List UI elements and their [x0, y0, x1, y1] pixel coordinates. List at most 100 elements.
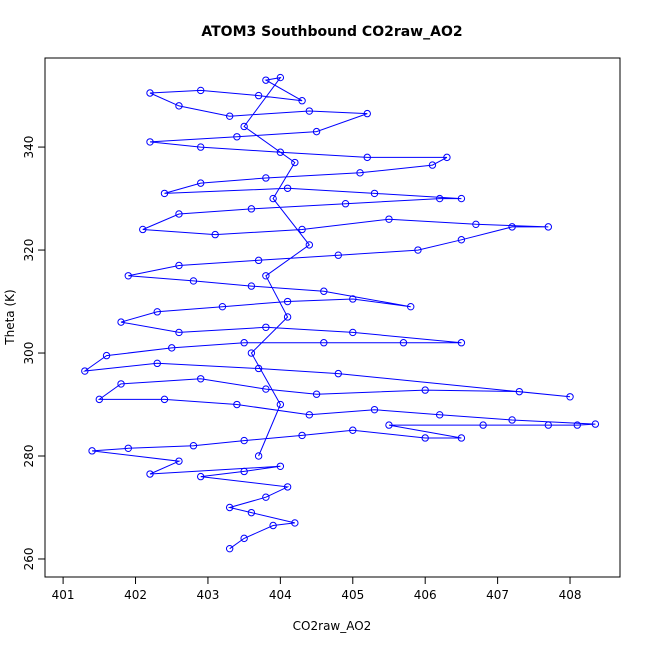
data-point: [95, 395, 104, 404]
data-point: [385, 421, 393, 429]
data-point: [225, 112, 234, 120]
data-point: [341, 200, 350, 208]
data-point: [153, 359, 161, 368]
data-point: [211, 230, 219, 239]
data-point: [196, 179, 205, 187]
data-point: [421, 386, 429, 394]
data-point: [254, 256, 263, 265]
data-point: [370, 189, 379, 198]
data-point: [320, 339, 328, 347]
data-point: [225, 503, 234, 512]
data-point: [312, 390, 321, 398]
data-point: [544, 421, 553, 429]
data-point: [168, 344, 176, 352]
data-point: [262, 174, 270, 182]
data-point: [479, 421, 487, 429]
data-point: [189, 442, 198, 450]
x-tick-label: 407: [486, 588, 509, 602]
data-point: [175, 457, 183, 465]
x-tick-label: 405: [341, 588, 364, 602]
data-point: [254, 452, 263, 460]
data-point: [363, 153, 371, 162]
data-point: [544, 223, 553, 231]
y-tick-label: 340: [22, 136, 36, 159]
data-point: [175, 261, 183, 270]
data-point: [139, 225, 147, 234]
data-point: [276, 73, 285, 82]
data-point: [363, 109, 371, 118]
x-axis-label: CO2raw_AO2: [293, 619, 372, 633]
x-tick-label: 402: [124, 588, 147, 602]
y-axis-label: Theta (K): [3, 289, 17, 345]
x-tick-label: 403: [196, 588, 219, 602]
x-tick-label: 408: [559, 588, 582, 602]
data-point: [189, 277, 198, 285]
data-point: [349, 426, 357, 434]
data-point: [102, 351, 111, 360]
data-point: [428, 161, 437, 169]
data-point: [124, 444, 132, 452]
x-tick-label: 404: [269, 588, 292, 602]
data-point: [160, 189, 169, 198]
y-tick-label: 260: [22, 548, 36, 571]
data-point: [407, 302, 415, 311]
data-point: [262, 493, 270, 501]
data-point: [298, 225, 306, 234]
data-point: [262, 76, 270, 84]
data-point: [515, 387, 524, 396]
data-point: [276, 400, 285, 409]
data-point: [269, 194, 277, 203]
chart-title: ATOM3 Southbound CO2raw_AO2: [201, 24, 462, 40]
data-point: [370, 405, 379, 414]
data-point: [334, 251, 342, 259]
data-point: [312, 127, 321, 136]
data-point: [356, 169, 364, 177]
series-line: [82, 76, 596, 550]
data-point: [399, 339, 408, 347]
data-point: [254, 364, 263, 373]
data-point: [233, 400, 241, 409]
data-point: [240, 122, 248, 131]
data-point: [124, 272, 132, 280]
data-point: [334, 369, 342, 378]
data-point: [196, 86, 205, 95]
data-point: [175, 328, 183, 337]
data-point: [196, 472, 205, 481]
data-point: [175, 210, 183, 218]
data-point: [298, 431, 306, 440]
data-point: [160, 395, 169, 404]
data-point: [196, 143, 205, 151]
data-point: [320, 287, 328, 295]
y-tick-label: 300: [22, 342, 36, 365]
data-point: [240, 467, 248, 476]
data-point: [240, 339, 248, 347]
data-point: [196, 375, 205, 383]
data-point: [218, 302, 227, 311]
data-point: [233, 133, 241, 141]
data-point: [117, 318, 125, 326]
data-point: [457, 236, 466, 244]
data-point: [508, 223, 516, 231]
data-point: [247, 508, 256, 517]
data-point: [88, 447, 96, 455]
data-point: [457, 339, 466, 347]
data-point: [146, 470, 154, 478]
data-point: [247, 282, 256, 290]
data-point: [305, 107, 314, 115]
data-point: [262, 323, 270, 331]
data-point: [240, 534, 248, 543]
data-point: [349, 295, 357, 303]
data-point: [175, 102, 183, 110]
data-point: [291, 519, 299, 527]
data-point: [81, 367, 89, 375]
data-point: [153, 308, 161, 316]
data-point: [276, 148, 285, 156]
data-point: [240, 436, 248, 445]
data-point: [385, 215, 393, 223]
plot-frame: [44, 57, 621, 578]
data-point: [435, 411, 444, 419]
data-point: [283, 313, 292, 321]
y-tick-label: 280: [22, 445, 36, 468]
